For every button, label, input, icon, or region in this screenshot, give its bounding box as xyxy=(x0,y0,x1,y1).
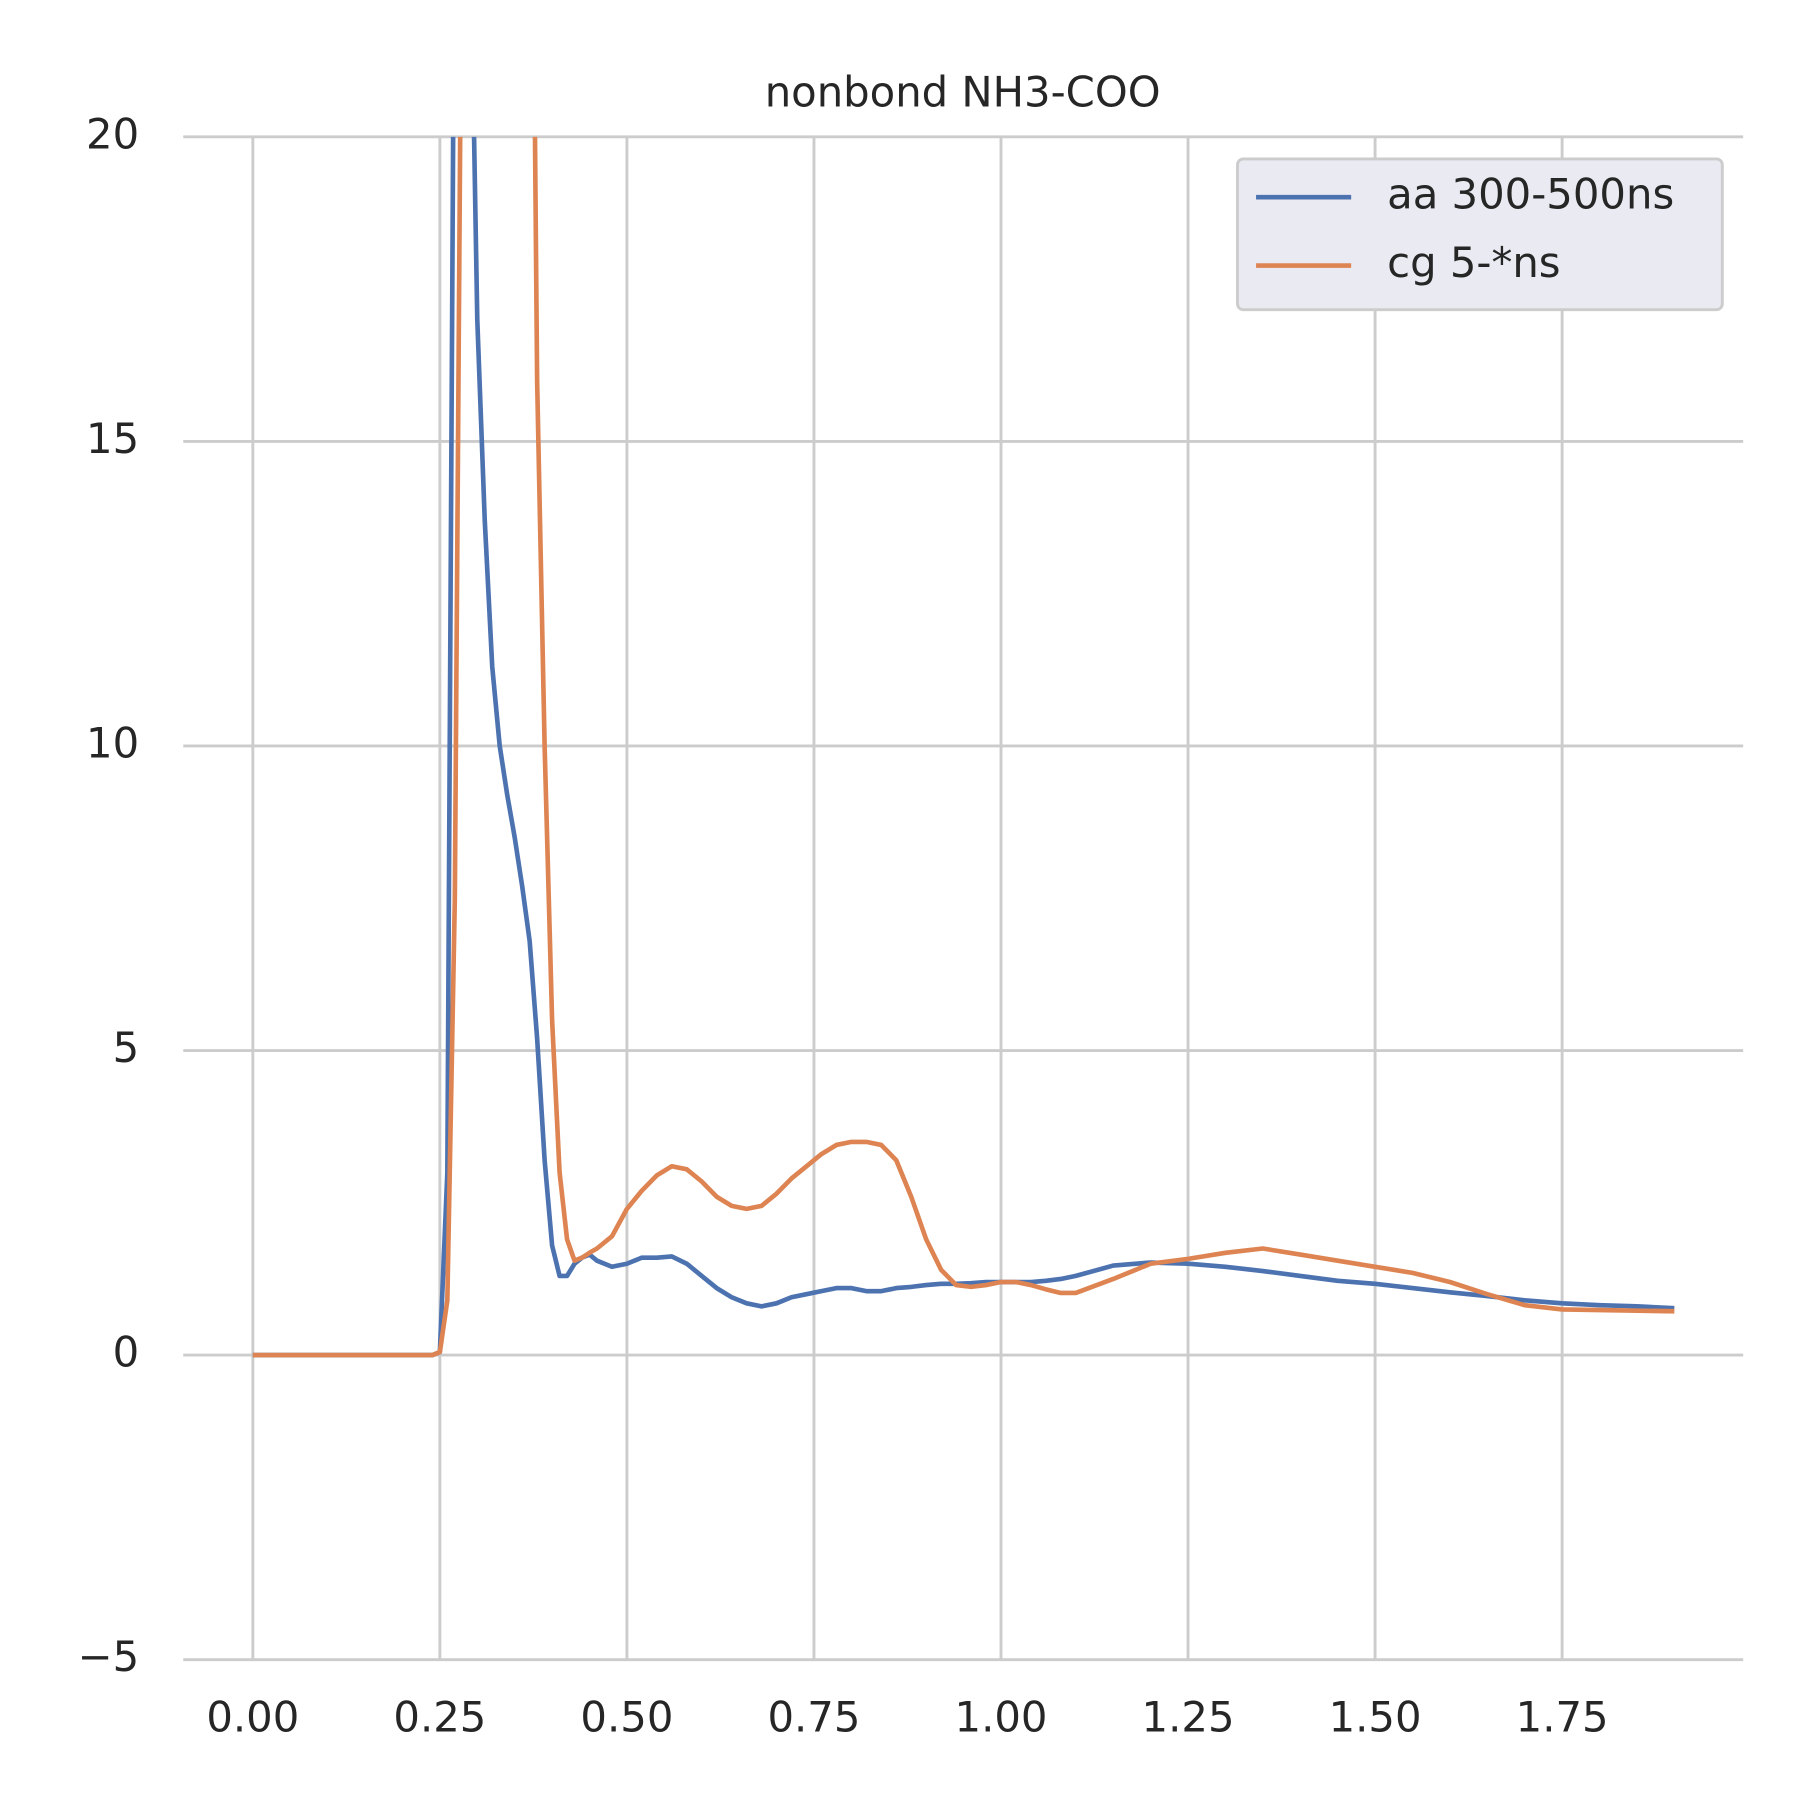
x-tick-label: 0.50 xyxy=(580,1692,673,1741)
y-tick-label: −5 xyxy=(78,1632,140,1681)
x-tick-label: 0.00 xyxy=(206,1692,299,1741)
x-tick-label: 1.00 xyxy=(955,1692,1048,1741)
y-tick-label: 5 xyxy=(113,1023,140,1072)
data-line xyxy=(252,136,1675,1358)
x-tick-label: 1.25 xyxy=(1142,1692,1235,1741)
legend-label: cg 5-*ns xyxy=(1387,238,1560,287)
y-tick-label: 20 xyxy=(86,109,139,158)
legend-box xyxy=(1236,157,1724,312)
x-tick-label: 0.75 xyxy=(767,1692,860,1741)
y-tick-label: 0 xyxy=(113,1328,140,1377)
chart-title: nonbond NH3-COO xyxy=(765,68,1161,117)
x-tick-label: 1.75 xyxy=(1516,1692,1609,1741)
y-tick-label: 15 xyxy=(86,414,139,463)
x-tick-label: 0.25 xyxy=(393,1692,486,1741)
y-tick-label: 10 xyxy=(86,718,139,767)
legend-label: aa 300-500ns xyxy=(1387,170,1674,219)
data-line xyxy=(252,136,1675,1358)
x-tick-label: 1.50 xyxy=(1329,1692,1422,1741)
